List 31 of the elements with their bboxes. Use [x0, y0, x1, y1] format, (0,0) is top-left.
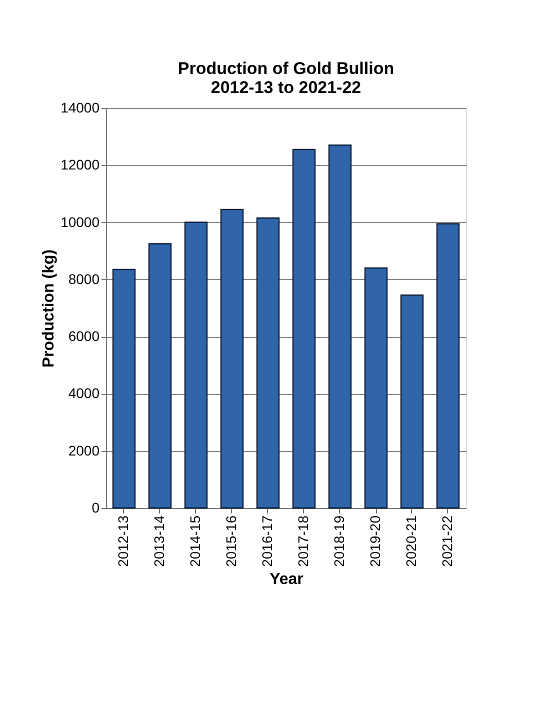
bar [148, 243, 172, 509]
bar [112, 268, 136, 509]
bar [184, 222, 208, 509]
x-tick-label: 2014-15 [187, 515, 203, 567]
x-tick-label: 2019-20 [367, 515, 383, 567]
bar [400, 294, 424, 509]
x-tick-label: 2021-22 [439, 515, 455, 567]
x-tick-label: 2016-17 [259, 515, 275, 567]
x-tick-label: 2015-16 [223, 515, 239, 567]
y-tick-label: 2000 [68, 442, 100, 458]
y-tick-label: 12000 [60, 156, 100, 173]
y-tick-label: 14000 [60, 100, 100, 116]
x-tick-label: 2013-14 [151, 515, 167, 567]
y-tick-label: 6000 [68, 328, 100, 344]
y-axis-title: Production (kg) [40, 249, 58, 368]
x-tick-label: 2018-19 [331, 515, 347, 567]
bar [328, 144, 352, 509]
y-tick-label: 0 [92, 500, 100, 516]
bar [220, 208, 244, 509]
x-tick-label: 2020-21 [403, 515, 419, 567]
x-tick-label: 2012-13 [115, 515, 131, 567]
bar [364, 267, 388, 509]
y-tick-label: 8000 [68, 270, 100, 287]
x-axis-title: Year [270, 570, 304, 588]
bar [256, 217, 280, 509]
bar [436, 223, 460, 509]
bar [292, 148, 316, 509]
y-tick-label: 10000 [60, 214, 100, 230]
chart-title: Production of Gold Bullion 2012-13 to 2021-22 [178, 59, 394, 97]
x-tick-label: 2017-18 [295, 515, 311, 567]
y-tick-label: 4000 [68, 385, 100, 402]
